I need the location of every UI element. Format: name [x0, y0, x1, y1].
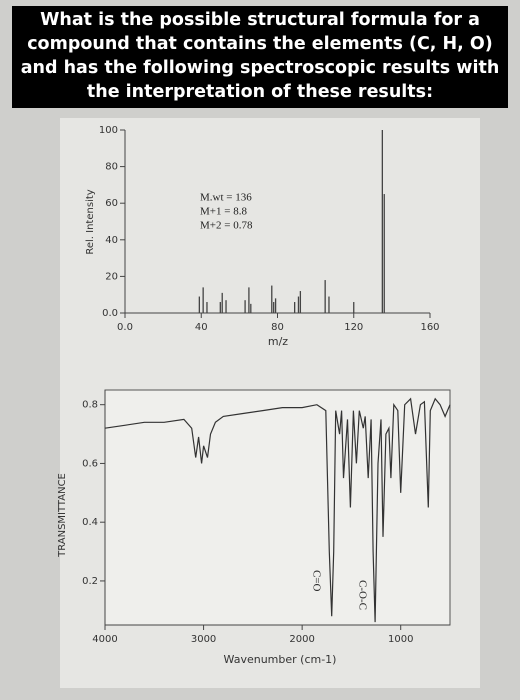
annotation: C=O — [310, 570, 322, 592]
annotation: C-O-C — [356, 580, 368, 610]
x-tick-label: 3000 — [191, 634, 216, 645]
x-tick-label: 0.0 — [117, 322, 133, 333]
y-axis-label: TRANSMITTANCE — [57, 473, 68, 558]
y-tick-label: 80 — [105, 162, 118, 173]
y-tick-label: 20 — [105, 271, 118, 282]
y-tick-label: 0.6 — [82, 458, 98, 469]
y-tick-label: 100 — [99, 125, 118, 136]
x-tick-label: 120 — [344, 322, 363, 333]
question-title: What is the possible structural formula … — [12, 6, 508, 108]
plot-frame — [104, 389, 451, 626]
x-tick-label: 40 — [195, 322, 208, 333]
x-tick-label: 4000 — [92, 634, 117, 645]
ir-spectrum — [104, 397, 451, 623]
annotation: M+1 = 8.8 — [200, 206, 247, 218]
x-axis-label: m/z — [268, 335, 288, 348]
y-axis-label: Rel. Intensity — [85, 189, 96, 254]
y-tick-label: 0.4 — [82, 517, 98, 528]
x-tick-label: 1000 — [388, 634, 413, 645]
x-axis-label: Wavenumber (cm-1) — [224, 653, 337, 666]
x-tick-label: 160 — [420, 322, 439, 333]
annotation: M.wt = 136 — [200, 192, 252, 204]
x-tick-label: 80 — [271, 322, 284, 333]
y-tick-label: 0.2 — [82, 576, 98, 587]
y-tick-label: 60 — [105, 198, 118, 209]
y-tick-label: 0.0 — [102, 308, 118, 319]
y-tick-label: 0.8 — [82, 400, 98, 411]
annotation: M+2 = 0.78 — [200, 220, 253, 232]
y-tick-label: 40 — [105, 235, 118, 246]
x-tick-label: 2000 — [289, 634, 314, 645]
